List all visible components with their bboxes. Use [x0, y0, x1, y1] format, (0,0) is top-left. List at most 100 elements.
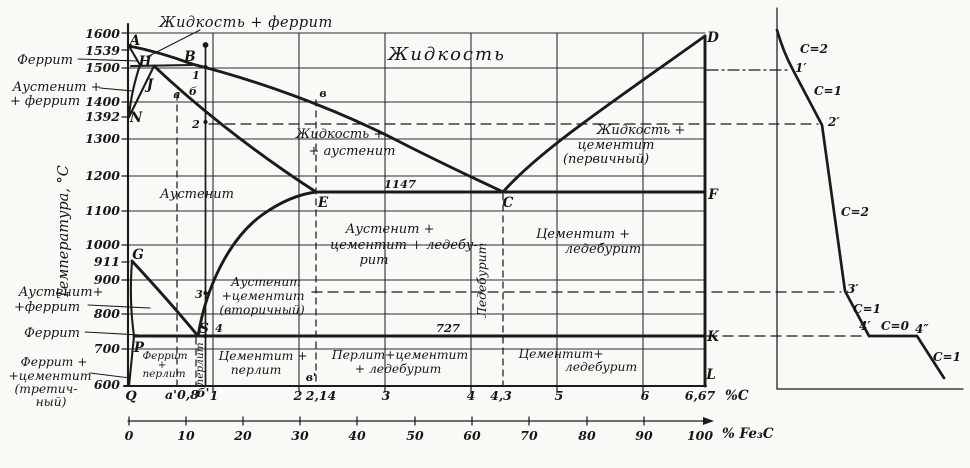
label-aust-cem2-2: +цементит [222, 289, 305, 303]
label-pearlite-vertical: перлит [194, 342, 206, 385]
carbon-tick-b-prime: б' [197, 385, 210, 400]
cooling-label-c1-b: C=1 [853, 302, 881, 316]
alloy-line-group [202, 42, 209, 387]
temp-tick-700: 700 [94, 341, 120, 356]
alloy-marker-4: 4 [215, 322, 223, 335]
fe3c-tick-10: 10 [177, 428, 195, 443]
fe3c-tick-100: 100 [687, 428, 713, 443]
label-pearl-cem-led-2: + ледебурит [355, 362, 441, 376]
fe3c-tick-60: 60 [463, 428, 481, 443]
acm-line-SE [196, 190, 318, 338]
cooling-label-3prime: 3′ [847, 282, 859, 296]
temp-tick-1100: 1100 [85, 203, 120, 218]
label-aust-cem-led-2: цементит + ледебу- [330, 238, 478, 253]
pointer-austenite-ferrite-top [99, 87, 134, 92]
point-N: N [129, 110, 143, 126]
alloy-marker-2: 2 [191, 118, 200, 131]
label-liquid: Жидкость [386, 44, 506, 65]
a3-line-GS [130, 259, 200, 338]
alloy-point-3 [203, 290, 208, 296]
label-ferrite-pearlite-2: + [158, 359, 167, 371]
temp-tick-800: 800 [94, 306, 120, 321]
label-ledeburite-vertical: Ледебурит [475, 243, 489, 319]
point-J: J [144, 77, 155, 93]
carbon-tick-3: 3 [382, 388, 391, 403]
pointer-ferrite-top [77, 58, 139, 62]
fe3c-tick-20: 20 [233, 428, 252, 443]
temp-tick-1300: 1300 [85, 131, 120, 146]
liquidus-BC [190, 62, 505, 194]
carbon-tick-4_3: 4,3 [490, 388, 512, 403]
carbon-axis-unit: %C [725, 388, 749, 404]
cooling-label-2prime: 2′ [827, 115, 840, 129]
fe3c-tick-40: 40 [348, 428, 366, 443]
carbon-tick-5: 5 [555, 388, 564, 403]
fe3c-tick-80: 80 [578, 428, 596, 443]
label-ferrite-mid: Феррит [24, 326, 80, 341]
tie-point-v: в [319, 87, 326, 100]
boundary-JN [127, 64, 156, 119]
solidus-AH [127, 44, 142, 67]
point-C: C [503, 195, 514, 211]
label-ferr-cem-2: +цементит [9, 369, 92, 383]
grid [127, 32, 706, 387]
label-aust-cem2-1: Аустенит [230, 275, 301, 289]
temp-tick-1200: 1200 [85, 168, 120, 183]
temperature-axis-title: Температура, °С [56, 165, 72, 299]
point-A: A [128, 33, 140, 49]
alloy-marker-3: 3 [195, 288, 203, 301]
carbon-tick-a-prime: a' [165, 387, 177, 402]
fe3c-tick-30: 30 [291, 428, 309, 443]
label-liquid-austenite-1: Жидкость + [295, 127, 385, 142]
point-K: K [706, 329, 720, 345]
cooling-label-4prime: 4′ [859, 319, 871, 333]
pointer-ferrite-mid [84, 331, 141, 336]
fe3c-tick-0: 0 [125, 428, 134, 443]
fe3c-axis-unit: % Fe₃C [722, 426, 774, 442]
cooling-label-1prime: 1′ [795, 61, 807, 75]
point-F: F [707, 187, 719, 203]
carbon-tick-6_67: 6,67 [685, 388, 716, 403]
label-liquid-austenite-2: + аустенит [309, 144, 396, 159]
pointer-ferrite-cementite [89, 372, 131, 379]
temp-tick-900: 900 [94, 272, 120, 287]
label-aust-ferr-top-2: + феррит [10, 94, 80, 109]
point-D: D [706, 30, 719, 46]
carbon-tick-0_8: 0,8 [177, 387, 199, 402]
label-aust-cem-led-3: рит [359, 253, 388, 268]
label-aust-cem2-3: (вторичный) [219, 303, 304, 317]
point-H: H [138, 54, 153, 70]
solidus-JE [152, 64, 318, 194]
label-liquid-cementite-3: (первичный) [563, 152, 649, 167]
boundary-GP [129, 259, 136, 338]
cooling-label-c1-c: C=1 [933, 350, 961, 364]
temp-tick-1392: 1392 [85, 109, 120, 124]
temp-tick-1500: 1500 [85, 60, 120, 75]
label-aust-ferr-mid-1: Аустенит+ [18, 285, 104, 300]
pointer-austenite-ferrite-mid [87, 304, 151, 309]
label-cem-led-upper-2: ледебурит [565, 242, 641, 257]
label-liquid-ferrite: Жидкость + феррит [158, 15, 332, 31]
label-ferrite-top: Феррит [17, 53, 73, 68]
alloy-point-2 [203, 119, 208, 125]
point-S: S [199, 321, 209, 337]
point-G: G [132, 247, 144, 263]
fe3c-axis-arrow [703, 417, 714, 425]
temp-tick-600: 600 [94, 377, 120, 392]
temp-tick-1000: 1000 [85, 237, 120, 252]
carbon-tick-1: 1 [210, 388, 219, 403]
label-cem-led-lower-1: Цементит+ [518, 347, 603, 361]
label-ferr-cem-4: ный) [36, 395, 67, 409]
peritectic-line-HJB [129, 63, 194, 68]
pointer-liquid-ferrite [146, 29, 201, 58]
alloy-line-top-dot [202, 42, 209, 48]
tie-point-v-prime: в' [306, 371, 317, 384]
axes [121, 22, 714, 426]
alloy-marker-1: 1 [192, 69, 200, 82]
cooling-label-c2-a: C=2 [800, 42, 828, 56]
fe3c-tick-marks [128, 416, 645, 426]
alloy-point-4 [203, 333, 208, 339]
label-liquid-cementite-2: цементит [578, 138, 655, 153]
